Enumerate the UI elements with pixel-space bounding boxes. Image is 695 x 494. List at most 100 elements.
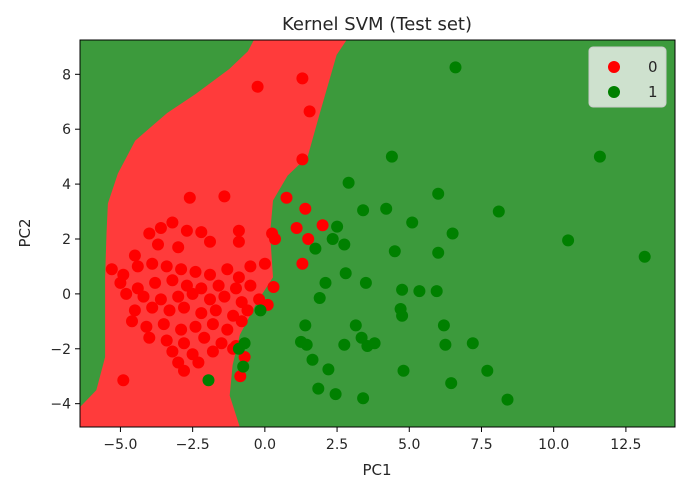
scatter-points: [105, 61, 651, 406]
y-axis-ticks: −4 −2 0 2 4 6 8: [50, 67, 80, 413]
point-class-1: [445, 377, 458, 390]
y-tick-label: 4: [62, 177, 71, 193]
point-class-0: [244, 260, 257, 273]
point-class-0: [218, 290, 231, 303]
point-class-0: [192, 356, 205, 369]
point-class-1: [388, 245, 401, 258]
point-class-0: [232, 271, 245, 284]
point-class-1: [202, 374, 215, 387]
y-tick-label: 0: [62, 287, 71, 303]
plot-area: [80, 40, 675, 427]
point-class-0: [143, 331, 156, 344]
point-class-0: [204, 235, 216, 248]
point-class-0: [230, 282, 242, 295]
point-class-1: [368, 337, 381, 350]
point-class-1: [338, 238, 351, 251]
point-class-0: [166, 274, 179, 287]
point-class-0: [296, 72, 309, 85]
point-class-0: [152, 238, 164, 251]
point-class-0: [204, 268, 216, 281]
point-class-0: [204, 293, 216, 306]
point-class-1: [466, 337, 479, 350]
point-class-0: [154, 293, 167, 306]
point-class-0: [290, 222, 303, 234]
point-class-0: [146, 301, 159, 314]
point-class-1: [326, 233, 339, 245]
legend-marker-class-1: [608, 86, 620, 98]
x-tick-label: 12.5: [610, 437, 641, 453]
x-tick-label: −2.5: [176, 437, 210, 453]
plot-frame: [79, 39, 676, 428]
legend-marker-class-0: [608, 61, 620, 73]
point-class-0: [234, 370, 247, 383]
point-class-0: [206, 345, 219, 358]
point-class-0: [235, 315, 248, 328]
point-class-1: [237, 360, 250, 373]
point-class-1: [380, 202, 393, 215]
point-class-0: [189, 320, 202, 333]
point-class-1: [501, 393, 514, 406]
point-class-0: [218, 190, 231, 203]
legend-label-class-0: 0: [648, 58, 658, 76]
point-class-0: [175, 263, 188, 276]
point-class-0: [105, 263, 118, 276]
point-class-0: [296, 257, 309, 270]
point-class-1: [309, 242, 322, 255]
point-class-0: [114, 276, 127, 289]
point-class-0: [296, 153, 309, 166]
point-class-0: [160, 260, 173, 273]
point-class-1: [349, 319, 362, 332]
point-class-0: [137, 290, 150, 303]
point-class-0: [166, 345, 179, 358]
point-class-1: [432, 246, 445, 259]
x-tick-label: 10.0: [538, 437, 569, 453]
point-class-0: [189, 265, 202, 278]
point-class-1: [562, 234, 575, 247]
x-tick-label: 5.0: [398, 437, 420, 453]
point-class-1: [319, 276, 332, 289]
x-tick-label: 7.5: [470, 437, 492, 453]
point-class-0: [316, 219, 329, 232]
point-class-1: [300, 338, 313, 351]
point-class-1: [313, 292, 326, 304]
point-class-1: [338, 338, 351, 351]
point-class-1: [312, 382, 325, 395]
point-class-0: [175, 323, 188, 336]
point-class-0: [267, 281, 280, 293]
point-class-0: [303, 105, 316, 118]
point-class-0: [128, 249, 141, 262]
point-class-0: [195, 282, 208, 295]
point-class-0: [157, 318, 170, 331]
point-class-0: [178, 364, 190, 377]
point-class-1: [238, 337, 251, 350]
point-class-0: [172, 290, 185, 303]
legend: 0 1: [588, 46, 667, 108]
point-class-0: [146, 257, 159, 270]
point-class-1: [432, 187, 445, 200]
point-class-1: [357, 392, 370, 405]
point-class-0: [180, 224, 193, 237]
point-class-0: [140, 320, 153, 333]
point-class-0: [117, 374, 130, 387]
chart-title: Kernel SVM (Test set): [282, 14, 472, 35]
point-class-0: [154, 222, 167, 234]
y-tick-label: 8: [62, 67, 71, 83]
point-class-0: [209, 304, 222, 317]
point-class-1: [413, 285, 426, 298]
point-class-1: [439, 338, 452, 351]
point-class-1: [254, 304, 267, 317]
x-tick-label: 0.0: [254, 437, 276, 453]
point-class-0: [251, 80, 264, 93]
point-class-0: [302, 233, 315, 245]
y-tick-label: 6: [62, 122, 71, 138]
point-class-0: [241, 304, 254, 317]
point-class-1: [492, 205, 505, 218]
point-class-0: [186, 287, 199, 300]
point-class-0: [232, 224, 245, 237]
y-tick-label: 2: [62, 232, 71, 248]
point-class-1: [306, 353, 319, 366]
point-class-0: [221, 263, 234, 276]
y-tick-label: −4: [50, 397, 71, 413]
point-class-0: [131, 260, 144, 273]
point-class-0: [178, 301, 190, 314]
